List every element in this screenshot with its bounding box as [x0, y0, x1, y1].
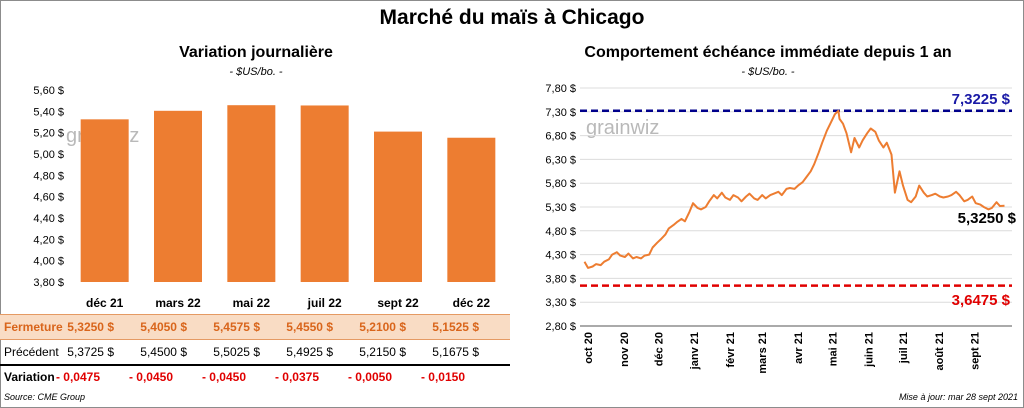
y-tick-label: 5,40 $ [33, 106, 64, 118]
left-panel-unit: - $US/bo. - [229, 66, 283, 78]
table-cell: - 0,0475 [55, 370, 100, 384]
x-tick-label: févr 21 [725, 332, 737, 367]
table-cell: 5,4575 $ [213, 320, 260, 334]
y-tick-label: 2,80 $ [545, 321, 576, 333]
table-cell: 5,3725 $ [67, 345, 114, 359]
bar [154, 110, 202, 282]
y-tick-label: 4,80 $ [33, 170, 64, 182]
y-tick-label: 5,20 $ [33, 128, 64, 140]
x-tick-label: sept 21 [970, 332, 982, 370]
left-panel-title: Variation journalière [179, 44, 333, 61]
bar [374, 131, 422, 282]
right-panel-unit: - $US/bo. - [741, 66, 795, 78]
y-tick-label: 7,30 $ [545, 107, 576, 119]
high-reference-label: 7,3225 $ [952, 91, 1011, 108]
y-tick-label: 6,30 $ [545, 154, 576, 166]
table-cell: - 0,0450 [128, 370, 173, 384]
bar [300, 105, 349, 282]
y-tick-label: 4,00 $ [33, 256, 64, 268]
bar [227, 105, 276, 282]
table-cell: 5,3250 $ [67, 320, 114, 334]
bar [80, 119, 129, 282]
y-tick-label: 3,80 $ [545, 273, 576, 285]
x-tick-label: avr 21 [793, 332, 805, 364]
x-tick-label: juin 21 [863, 332, 875, 368]
x-tick-label: mars 21 [757, 332, 769, 374]
right-panel-title: Comportement échéance immédiate depuis 1… [584, 44, 952, 61]
x-tick-label: août 21 [934, 332, 946, 371]
x-tick-label: juil 21 [898, 332, 910, 364]
bar-chart: 3,80 $ 4,00 $ 4,20 $ 4,40 $ 4,60 $ 4,80 $ 5,00… [33, 85, 496, 310]
y-tick-label: 6,80 $ [545, 131, 576, 143]
y-tick-label: 5,30 $ [545, 202, 576, 214]
table-cell: 5,4550 $ [286, 320, 333, 334]
table-cell: 5,1675 $ [432, 345, 479, 359]
price-line [583, 109, 1005, 269]
table-cell: 5,1525 $ [432, 320, 479, 334]
bar [447, 137, 496, 282]
table-row-precedent: Précédent 5,3725 $ 5,4500 $ 5,5025 $ 5,4… [0, 340, 510, 366]
last-price-label: 5,3250 $ [958, 210, 1017, 227]
y-tick-label: 4,30 $ [545, 250, 576, 262]
row-label: Variation [4, 370, 55, 384]
y-tick-label: 3,30 $ [545, 297, 576, 309]
x-tick-label: déc 22 [453, 296, 491, 310]
x-tick-label: juil 22 [307, 296, 342, 310]
main-title: Marché du maïs à Chicago [379, 6, 645, 29]
table-row-fermeture: Fermeture 5,3250 $ 5,4050 $ 5,4575 $ 5,4… [0, 314, 510, 340]
line-chart: 2,80 $ 3,30 $ 3,80 $ 4,30 $ 4,80 $ 5,30 $ 5,80… [545, 83, 1012, 374]
table-cell: - 0,0450 [201, 370, 246, 384]
table-cell: 5,4050 $ [140, 320, 187, 334]
x-tick-label: mai 22 [233, 296, 271, 310]
x-tick-label: mai 21 [828, 332, 840, 366]
x-tick-label: sept 22 [377, 296, 419, 310]
y-tick-label: 4,80 $ [545, 226, 576, 238]
y-tick-label: 4,20 $ [33, 234, 64, 246]
table-row-variation: Variation - 0,0475 - 0,0450 - 0,0450 - 0… [0, 365, 510, 389]
x-tick-label: janv 21 [689, 332, 701, 370]
y-tick-label: 5,00 $ [33, 149, 64, 161]
y-tick-label: 5,80 $ [545, 178, 576, 190]
x-tick-label: mars 22 [155, 296, 201, 310]
y-tick-label: 5,60 $ [33, 85, 64, 97]
update-note: Mise à jour: mar 28 sept 2021 [898, 392, 1018, 402]
x-tick-label: nov 20 [619, 332, 631, 367]
x-tick-label: oct 20 [583, 332, 595, 364]
table-cell: 5,5025 $ [213, 345, 260, 359]
right-watermark: grainwiz [586, 117, 659, 139]
table-cell: 5,2150 $ [359, 345, 406, 359]
y-tick-label: 3,80 $ [33, 277, 64, 289]
x-tick-label: déc 21 [86, 296, 124, 310]
x-tick-label: déc 20 [653, 332, 665, 366]
table-cell: - 0,0050 [347, 370, 392, 384]
table-cell: 5,2100 $ [359, 320, 406, 334]
y-tick-label: 4,40 $ [33, 213, 64, 225]
table-cell: 5,4925 $ [286, 345, 333, 359]
table-cell: - 0,0375 [274, 370, 319, 384]
table-cell: - 0,0150 [420, 370, 465, 384]
y-tick-label: 7,80 $ [545, 83, 576, 95]
row-label: Fermeture [4, 320, 63, 334]
low-reference-label: 3,6475 $ [952, 292, 1011, 309]
row-label: Précédent [4, 345, 59, 359]
y-tick-label: 4,60 $ [33, 192, 64, 204]
table-cell: 5,4500 $ [140, 345, 187, 359]
source-note: Source: CME Group [4, 392, 86, 402]
